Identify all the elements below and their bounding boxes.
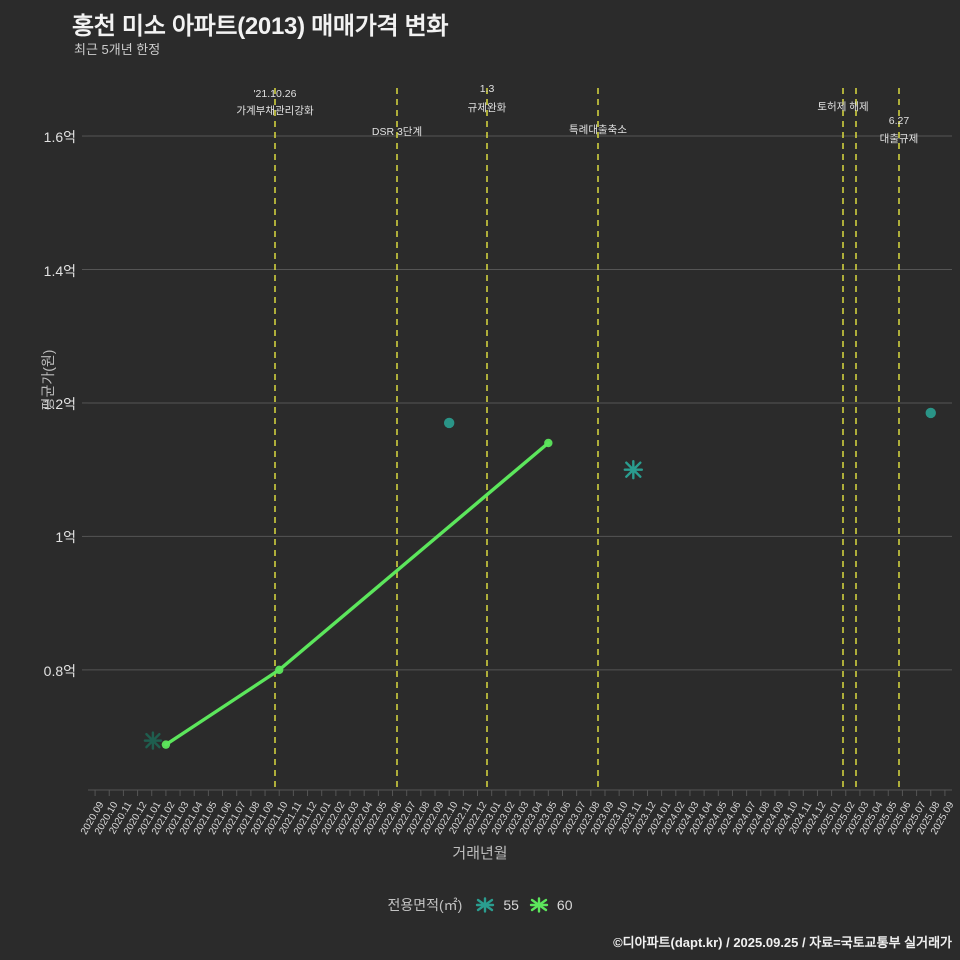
annotation-label: 대출규제 <box>879 133 919 145</box>
legend-title: 전용면적(㎡) <box>387 897 463 913</box>
gridlines-group <box>82 135 952 671</box>
x-marker-icon <box>529 897 549 913</box>
yaxis-tick-label: 0.8억 <box>43 662 76 679</box>
yaxis-tick-label: 1억 <box>55 529 76 546</box>
data-series-group <box>143 407 936 750</box>
x-marker-icon <box>476 897 495 913</box>
annotation-lines-group <box>274 88 900 790</box>
annotation-label: 가계부채관리강화 <box>236 105 314 117</box>
annotation-label: DSR 3단계 <box>371 126 423 138</box>
legend-entry-60[interactable]: 60 <box>528 896 573 914</box>
annotation-label: 규제완화 <box>467 102 507 114</box>
legend-label-55: 55 <box>503 897 519 913</box>
xaxis-title: 거래년월 <box>452 845 508 862</box>
yaxis-tick-label: 1.6억 <box>43 129 76 146</box>
xaxis-tickmarks-group <box>88 789 952 796</box>
annotation-date: 1.3 <box>479 83 495 95</box>
legend-label-60: 60 <box>556 897 573 913</box>
chart-legend: 전용면적(㎡) 55 60 <box>0 895 960 915</box>
yaxis-title: 평균가(원) <box>40 349 56 411</box>
page-title: 홍천 미소 아파트(2013) 매매가격 변화 <box>72 13 449 40</box>
yaxis-tick-label: 1.2억 <box>43 395 76 412</box>
footer-credit: ©디아파트(dapt.kr) / 2025.09.25 / 자료=국토교통부 실… <box>613 935 952 950</box>
annotation-label: 특례대출축소 <box>569 124 627 136</box>
chart-subtitle: 최근 5개년 한정 <box>74 42 161 57</box>
legend-entry-55[interactable]: 55 <box>474 896 519 914</box>
yaxis-tick-label: 1.4억 <box>43 262 76 279</box>
annotation-date: '21.10.26 <box>253 88 297 100</box>
annotation-label: 토허제 해제 <box>817 101 869 113</box>
annotation-date: 6.27 <box>888 115 910 127</box>
